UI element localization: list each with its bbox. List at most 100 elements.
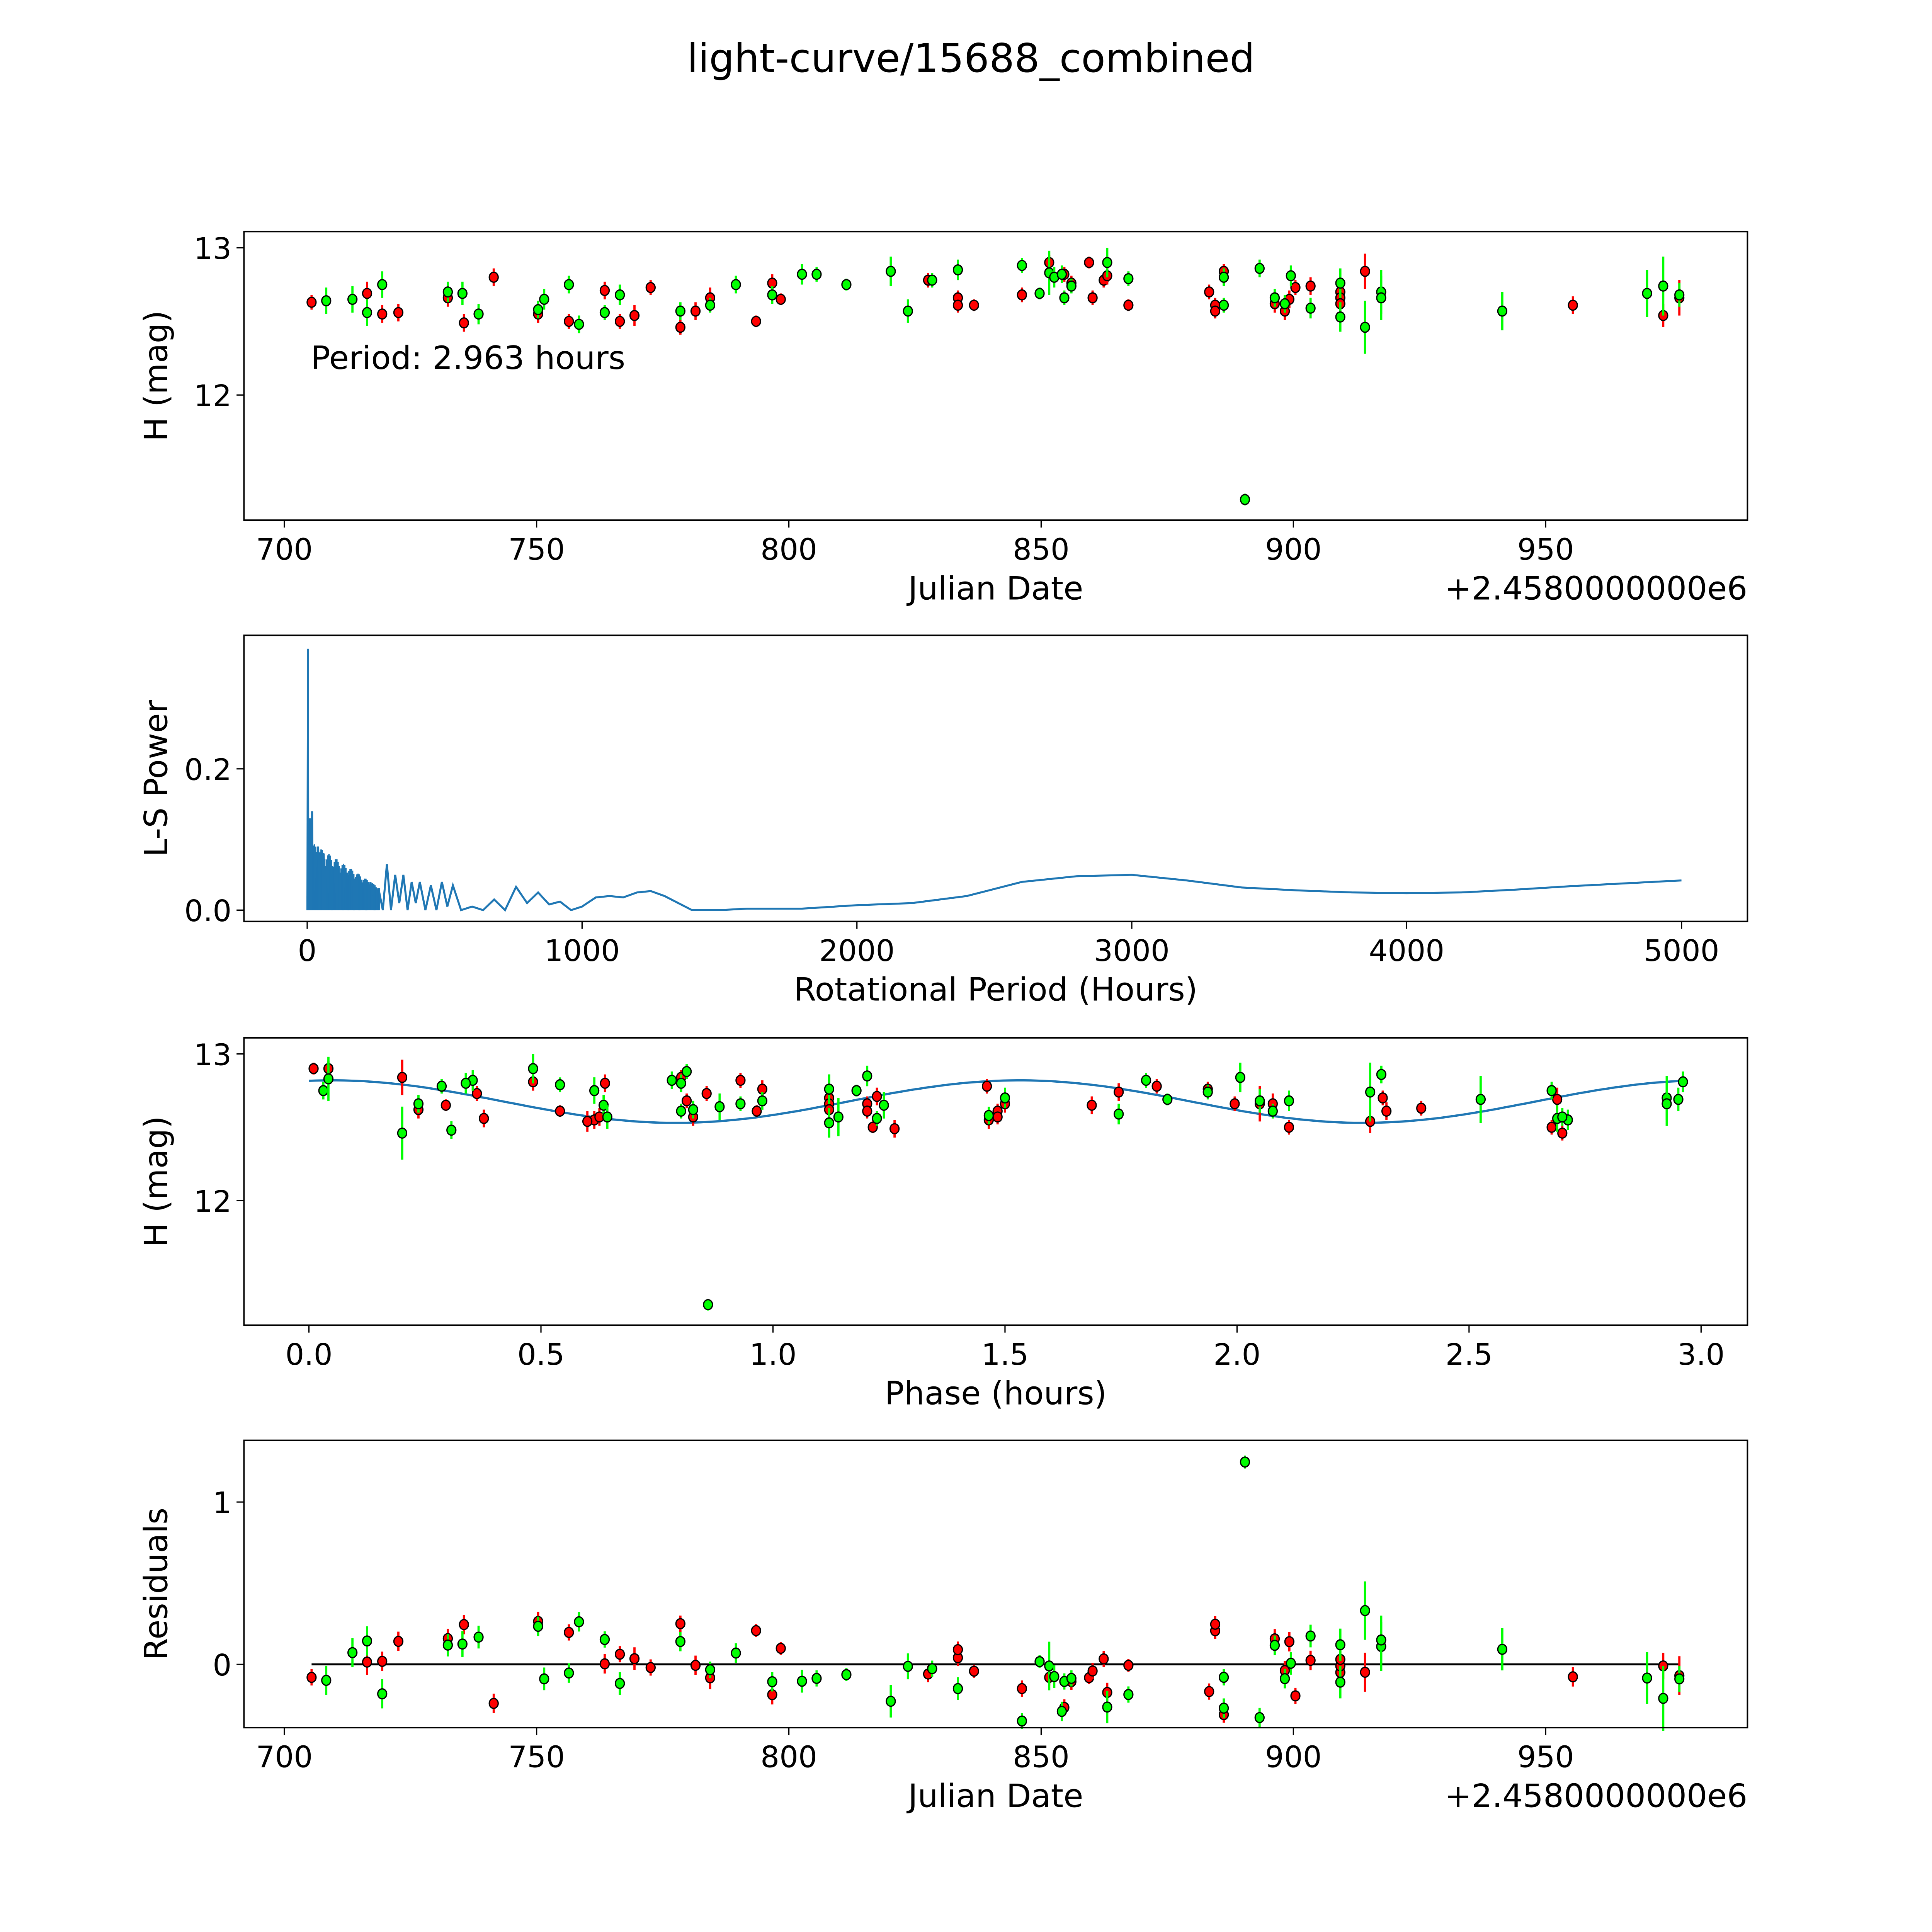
y-axis-label: H (mag) <box>138 1116 175 1247</box>
residual-point-r <box>751 1625 761 1636</box>
x-tick-label: 750 <box>508 1740 565 1775</box>
obs-point-g <box>1123 273 1134 284</box>
phased-point-g <box>413 1098 424 1110</box>
obs-point-g <box>533 304 543 315</box>
obs-point-r <box>952 299 963 311</box>
y-tick-label: 12 <box>194 379 231 413</box>
residuals-plot-area <box>306 1455 1685 1731</box>
phased-point-g <box>1162 1094 1173 1105</box>
residual-point-g <box>1240 1456 1250 1468</box>
obs-point-g <box>675 305 685 317</box>
residual-point-r <box>629 1653 640 1665</box>
residual-point-g <box>705 1664 716 1675</box>
phased-point-r <box>308 1063 319 1074</box>
fit-curve <box>309 1079 1684 1124</box>
residual-point-g <box>927 1663 937 1674</box>
obs-point-r <box>1123 299 1134 311</box>
x-axis-label: Julian Date <box>906 1777 1083 1815</box>
residual-point-r <box>675 1618 685 1629</box>
residual-point-r <box>1568 1671 1578 1682</box>
phased-point-r <box>862 1105 872 1117</box>
obs-point-g <box>1497 305 1508 317</box>
obs-point-r <box>615 316 625 327</box>
obs-point-r <box>969 299 979 311</box>
y-tick-label: 0.2 <box>184 753 231 787</box>
x-tick-label: 2000 <box>819 934 895 968</box>
residual-point-g <box>675 1636 685 1647</box>
residual-point-g <box>1286 1658 1296 1669</box>
obs-point-g <box>811 269 822 280</box>
phased-point-r <box>1230 1098 1240 1110</box>
residual-point-r <box>377 1656 388 1667</box>
phased-point-g <box>851 1085 862 1096</box>
y-tick-label: 12 <box>194 1185 231 1219</box>
obs-point-r <box>776 294 786 305</box>
obs-point-g <box>1335 311 1345 323</box>
phased-point-g <box>1662 1098 1672 1110</box>
phased-point-g <box>714 1101 725 1112</box>
phased-point-g <box>528 1063 538 1074</box>
residual-point-r <box>1123 1660 1134 1671</box>
phased-point-g <box>1673 1094 1684 1105</box>
phased-point-r <box>752 1105 762 1117</box>
phased-point-r <box>867 1121 878 1133</box>
residual-point-g <box>533 1621 543 1632</box>
figure-title: light-curve/15688_combined <box>687 36 1255 82</box>
y-tick-label: 0 <box>213 1648 231 1683</box>
phased-panel: 0.0 0.5 1.0 1.5 2.0 2.5 3.0 12 13 Phase (hours) H … <box>138 1037 1748 1412</box>
residual-point-g <box>1218 1702 1229 1714</box>
residual-point-g <box>811 1673 822 1684</box>
obs-point-g <box>1269 292 1280 304</box>
residual-point-g <box>1254 1712 1265 1723</box>
residual-point-r <box>306 1672 317 1683</box>
phased-point-g <box>1000 1092 1010 1104</box>
obs-point-r <box>1017 289 1027 301</box>
x-tick-label: 900 <box>1265 533 1322 567</box>
residual-point-g <box>1269 1639 1280 1651</box>
phased-point-g <box>824 1083 834 1095</box>
x-tick-label: 2.0 <box>1213 1338 1260 1372</box>
phased-point-g <box>1376 1069 1387 1080</box>
residual-point-g <box>1279 1673 1290 1684</box>
residual-point-r <box>459 1619 469 1630</box>
phased-point-g <box>872 1113 882 1124</box>
phased-point-g <box>862 1070 872 1082</box>
phased-point-r <box>701 1088 712 1099</box>
y-tick-label: 1 <box>213 1486 231 1520</box>
residual-point-r <box>1099 1653 1109 1665</box>
residual-point-g <box>377 1688 388 1700</box>
residuals-axes-frame <box>243 1439 1748 1729</box>
phased-point-g <box>1235 1071 1245 1083</box>
phased-point-g <box>1284 1095 1294 1107</box>
residual-point-g <box>1049 1671 1060 1682</box>
phased-point-g <box>688 1104 699 1116</box>
phased-point-g <box>676 1105 686 1117</box>
phased-point-g <box>1365 1086 1376 1098</box>
phased-point-r <box>1552 1094 1563 1105</box>
x-tick-label: 0.5 <box>517 1338 565 1372</box>
obs-point-g <box>1279 298 1290 310</box>
obs-point-g <box>574 318 584 330</box>
residual-point-r <box>615 1648 625 1660</box>
residual-point-g <box>321 1675 332 1686</box>
phased-point-r <box>1416 1102 1427 1114</box>
phased-point-g <box>757 1095 767 1107</box>
residual-point-r <box>1360 1667 1370 1678</box>
x-tick-label: 900 <box>1265 1740 1322 1775</box>
residual-point-g <box>1674 1673 1685 1685</box>
obs-point-g <box>1335 277 1345 289</box>
obs-point-g <box>1102 257 1112 268</box>
phased-point-g <box>1255 1095 1265 1107</box>
residual-point-g <box>442 1639 453 1651</box>
phased-point-r <box>1151 1080 1162 1092</box>
phased-plot-area <box>308 1054 1688 1311</box>
obs-point-r <box>1204 286 1214 298</box>
residual-point-g <box>1360 1605 1370 1616</box>
residual-point-g <box>1017 1715 1027 1727</box>
obs-point-g <box>705 299 716 311</box>
obs-point-r <box>377 308 388 320</box>
phased-point-g <box>681 1066 692 1077</box>
x-tick-label: 3000 <box>1094 934 1170 968</box>
residual-point-g <box>1066 1673 1077 1684</box>
x-tick-label: 2.5 <box>1446 1338 1493 1372</box>
